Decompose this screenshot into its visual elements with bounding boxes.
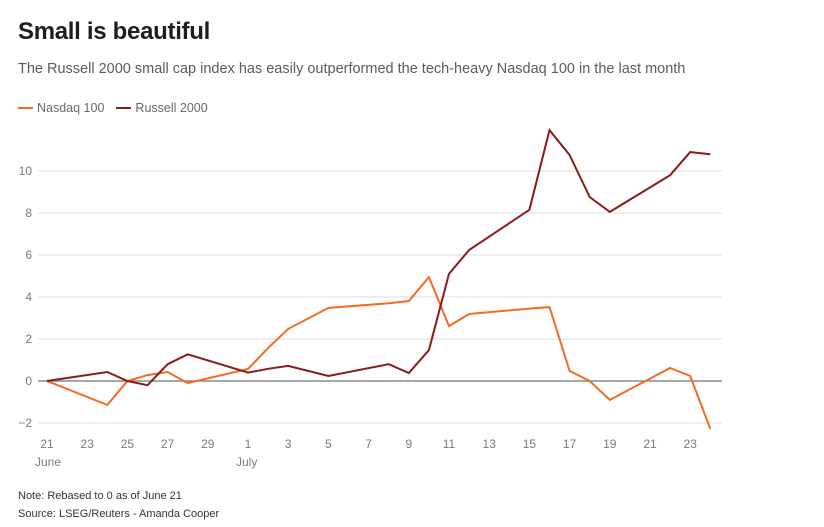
note-text: Note: Rebased to 0 as of June 21 (18, 490, 182, 502)
x-tick-month-label: June (35, 455, 61, 469)
x-tick-label: 11 (443, 437, 456, 451)
chart-title: Small is beautiful (18, 18, 210, 45)
x-tick-label: 9 (405, 437, 412, 451)
x-tick-label: 21 (40, 437, 54, 451)
y-tick-label: 0 (25, 374, 32, 388)
x-tick-label: 7 (365, 437, 372, 451)
series-line-russell-2000 (46, 127, 711, 387)
x-tick-label: 5 (325, 437, 332, 451)
chart-subtitle: The Russell 2000 small cap index has eas… (18, 61, 686, 77)
x-tick-label: 15 (523, 437, 537, 451)
legend-label-russell: Russell 2000 (135, 101, 208, 115)
y-tick-label: 4 (25, 290, 32, 304)
x-tick-label: 1 (245, 437, 252, 451)
legend-label-nasdaq: Nasdaq 100 (37, 101, 105, 115)
x-axis-ticks: 21 June 23 25 27 29 1 July 3 5 7 9 11 13 15 17 19 21 23 (35, 437, 697, 469)
y-axis-ticks: −2 0 2 4 6 8 10 (18, 164, 32, 430)
y-tick-label: 6 (25, 248, 32, 262)
x-tick-label: 3 (285, 437, 292, 451)
legend: Nasdaq 100 Russell 2000 (18, 101, 220, 115)
x-tick-label: 21 (643, 437, 657, 451)
x-tick-label: 17 (563, 437, 577, 451)
source-text: Source: LSEG/Reuters - Amanda Cooper (18, 508, 220, 520)
series-line-nasdaq-100 (46, 275, 712, 430)
legend-item-russell: Russell 2000 (116, 101, 208, 115)
y-tick-label: 2 (25, 332, 32, 346)
gridlines (38, 170, 722, 424)
x-tick-label: 23 (81, 437, 95, 451)
y-tick-label: 8 (25, 206, 32, 220)
x-tick-month-label: July (236, 455, 257, 469)
footer-notes: Note: Rebased to 0 as of June 21 Source:… (18, 487, 219, 523)
x-tick-label: 27 (161, 437, 175, 451)
series-lines (46, 127, 712, 430)
legend-item-nasdaq: Nasdaq 100 (18, 101, 104, 115)
legend-swatch-nasdaq (18, 107, 33, 109)
legend-swatch-russell (116, 107, 132, 109)
x-tick-label: 13 (483, 437, 497, 451)
x-tick-label: 25 (121, 437, 135, 451)
y-tick-label: −2 (18, 416, 32, 430)
x-tick-label: 23 (684, 437, 698, 451)
x-tick-label: 19 (603, 437, 617, 451)
x-tick-label: 29 (201, 437, 215, 451)
y-tick-label: 10 (19, 164, 33, 178)
